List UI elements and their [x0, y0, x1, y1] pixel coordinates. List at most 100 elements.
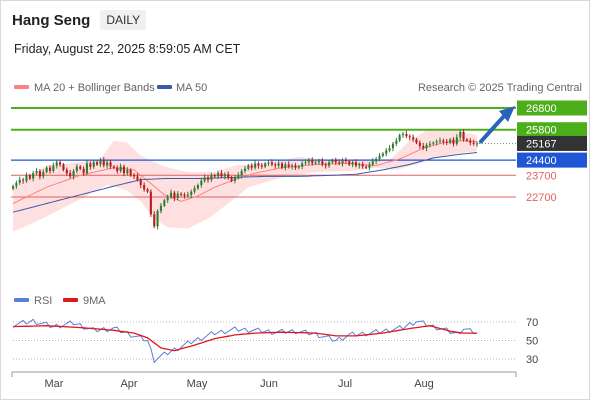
candle [267, 159, 270, 167]
price-label-24400: 24400 [517, 152, 587, 168]
candle-body [328, 162, 331, 166]
candle [375, 157, 378, 165]
candle-body [22, 179, 25, 181]
candle-body [159, 205, 162, 212]
candle-body [270, 162, 273, 165]
candle-body [469, 140, 472, 143]
candle [452, 137, 455, 147]
candle [82, 166, 85, 176]
candle [55, 160, 58, 169]
candle-body [257, 163, 260, 166]
candle [156, 209, 159, 230]
candle-body [455, 137, 458, 144]
rsi-ma-legend-swatch [63, 298, 78, 302]
candle-body [348, 161, 351, 165]
rsi-legend-label: RSI [34, 295, 52, 307]
candle-body [38, 171, 41, 177]
candle [388, 145, 391, 153]
candle-body [307, 160, 310, 163]
candle-body [42, 172, 45, 177]
candle [294, 162, 297, 170]
candle [307, 158, 310, 166]
candle-body [223, 174, 226, 177]
candle [109, 159, 112, 169]
candle-body [244, 168, 247, 171]
candle-body [190, 191, 193, 195]
candle [469, 138, 472, 146]
candle [250, 163, 253, 171]
candle-body [331, 160, 334, 163]
candle [32, 170, 35, 182]
ma20-line [12, 140, 478, 204]
candle [126, 167, 129, 176]
candle-body [193, 188, 196, 192]
candle [244, 166, 247, 174]
candle-body [260, 165, 263, 167]
candle-body [344, 160, 347, 162]
candle [22, 177, 25, 184]
candle [210, 172, 213, 182]
candle-body [220, 173, 223, 177]
target-arrow-shaft [479, 113, 507, 144]
candle-body [385, 150, 388, 154]
candle-body [425, 144, 428, 149]
candle [428, 141, 431, 148]
candle-body [281, 163, 284, 168]
candle-body [196, 185, 199, 189]
candle-body [297, 166, 300, 168]
candle-body [170, 192, 173, 197]
candle-body [102, 160, 105, 166]
candle-body [35, 171, 38, 174]
candle-body [186, 194, 189, 196]
candle [391, 141, 394, 152]
candle-body [371, 161, 374, 165]
candle [12, 184, 15, 191]
credit-text: Research © 2025 Trading Central [418, 82, 582, 94]
target-arrow-head [499, 106, 515, 122]
candle-body [287, 164, 290, 167]
candle [79, 165, 82, 171]
candle [92, 159, 95, 169]
candle-body [442, 140, 445, 142]
candle-body [432, 142, 435, 144]
candle-body [92, 162, 95, 167]
candle-body [365, 166, 368, 168]
candle-body [119, 166, 122, 171]
candle-body [428, 143, 431, 145]
candle-body [314, 162, 317, 164]
timeframe-badge[interactable]: DAILY [100, 10, 147, 30]
candle-body [89, 163, 92, 167]
price-label-23700: 23700 [526, 170, 557, 182]
candle-body [166, 197, 169, 201]
candle [371, 158, 374, 167]
ma20-legend-swatch [14, 85, 29, 89]
rsi-ma-line [12, 325, 477, 352]
title-row: Hang Seng DAILY [12, 10, 147, 30]
candle-body [247, 165, 250, 169]
candle-body [240, 171, 243, 176]
rsi-legend-swatch [14, 298, 29, 302]
candle [297, 165, 300, 170]
candle-body [294, 165, 297, 168]
candle [264, 161, 267, 169]
candle [149, 189, 152, 218]
candle [176, 191, 179, 201]
candle-body [156, 211, 159, 227]
candle [122, 164, 125, 177]
x-month-label: May [187, 378, 208, 390]
candle [180, 192, 183, 197]
candle-body [324, 164, 327, 166]
candle-body [361, 164, 364, 167]
candle [153, 211, 156, 229]
candle [59, 159, 62, 167]
candle-body [82, 168, 85, 174]
candle-body [163, 200, 166, 206]
price-label-bg [517, 135, 587, 151]
candle-body [391, 143, 394, 149]
target-arrow [479, 106, 515, 144]
candle [395, 137, 398, 147]
candle-body [203, 177, 206, 181]
candle-body [321, 161, 324, 165]
candle [314, 160, 317, 165]
candle-body [143, 185, 146, 190]
